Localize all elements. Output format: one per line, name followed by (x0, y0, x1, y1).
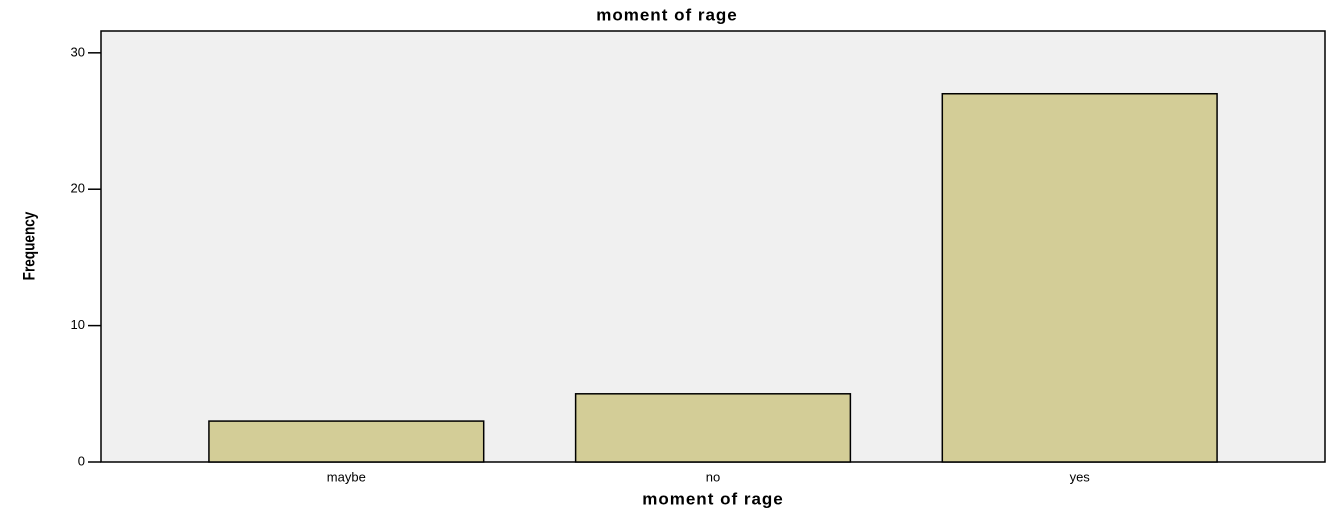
x-tick-label: yes (1070, 469, 1091, 484)
x-axis-title: moment of rage (642, 489, 784, 508)
bar (574, 393, 852, 463)
chart-title: moment of rage (596, 5, 738, 24)
x-tick-label: no (706, 469, 720, 484)
y-tick-label: 30 (71, 44, 85, 59)
y-tick-label: 10 (71, 317, 85, 332)
bar (208, 420, 485, 463)
x-tick-label: maybe (327, 469, 366, 484)
bar (941, 92, 1218, 463)
y-tick-label: 20 (71, 181, 85, 196)
y-axis-title: Frequency (20, 211, 39, 280)
y-tick-label: 0 (78, 453, 85, 468)
